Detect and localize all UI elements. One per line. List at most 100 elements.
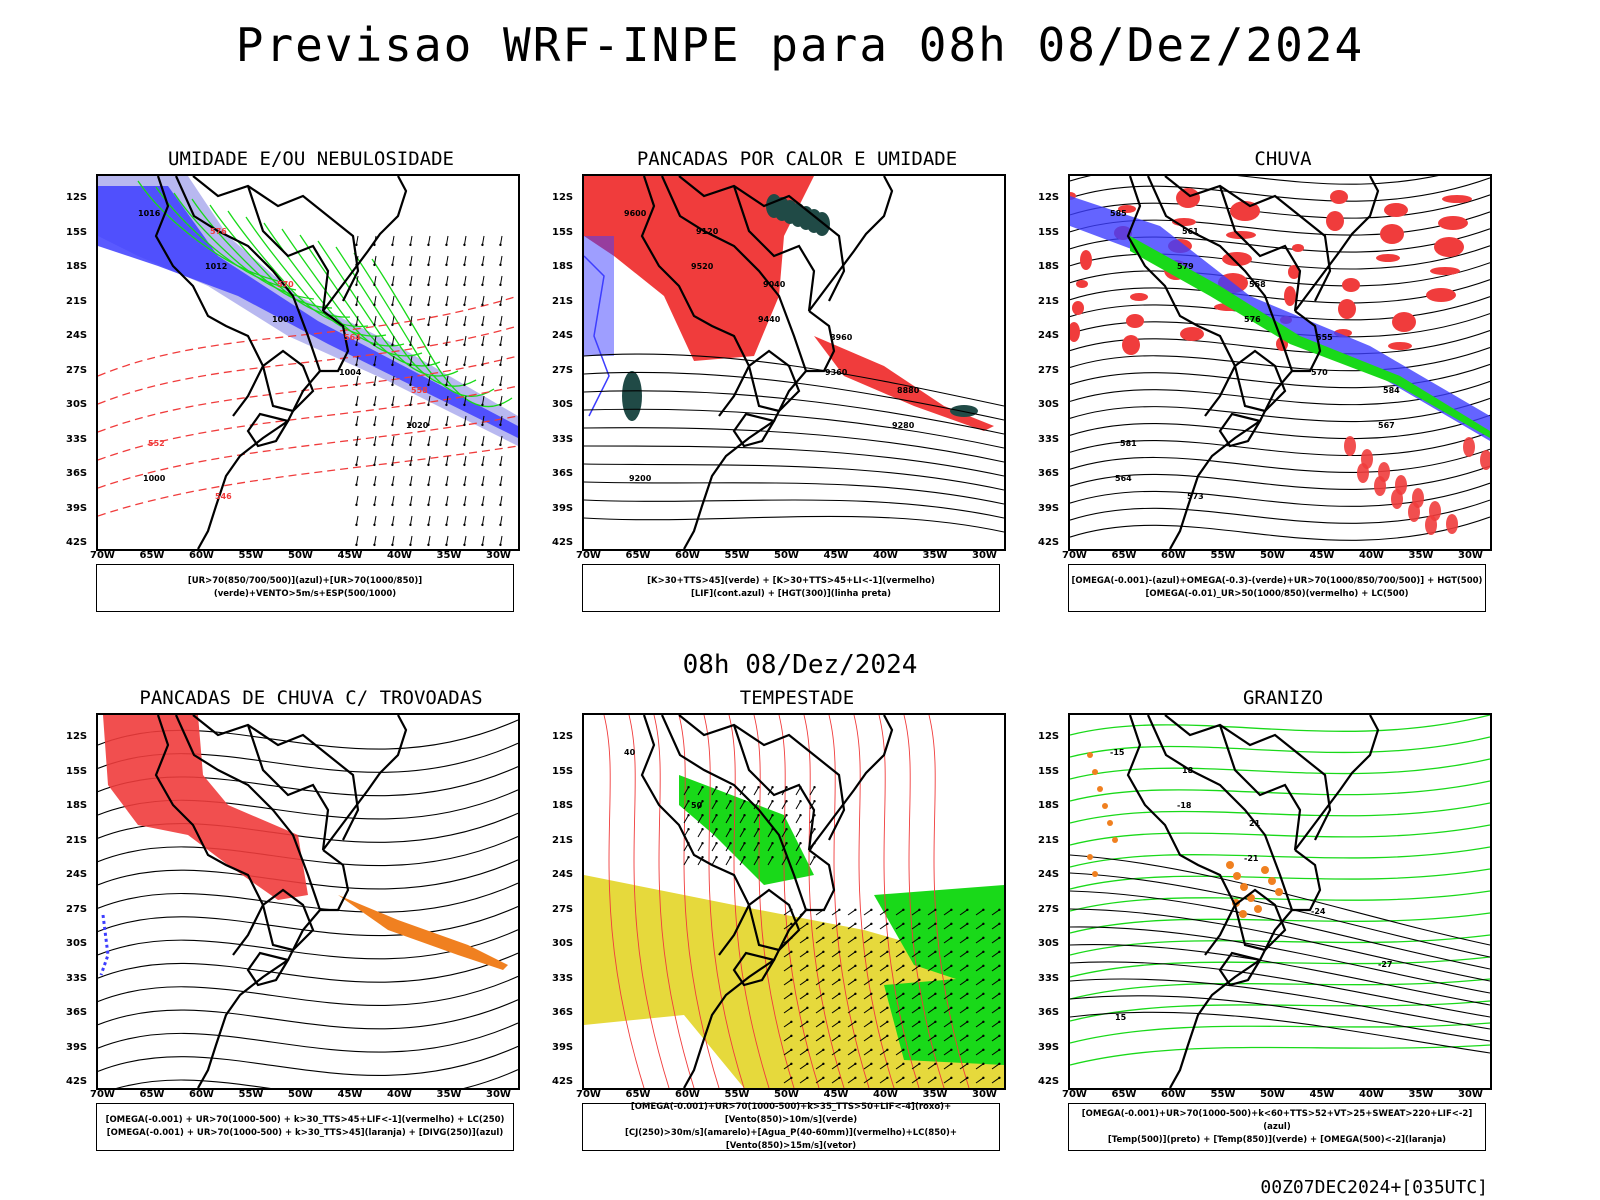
contour-label: 9440: [758, 315, 781, 324]
latitude-label: 24S: [66, 869, 88, 880]
latitude-label: 18S: [66, 800, 88, 811]
contour-label: 576: [210, 227, 227, 236]
longitude-label: 35W: [922, 550, 948, 561]
panel-title: GRANIZO: [1242, 687, 1324, 709]
latitude-label: 15S: [66, 765, 88, 777]
map-graphic: [98, 715, 518, 1088]
longitude-label: 40W: [387, 550, 412, 561]
latitude-label: 36S: [66, 1007, 88, 1018]
latitude-label: 18S: [552, 800, 574, 811]
contour-label: 558: [1249, 280, 1266, 289]
longitude-label: 40W: [387, 1089, 412, 1100]
run-timestamp: 00Z07DEC2024+[035UTC]: [1260, 1177, 1488, 1198]
latitude-label: 39S: [1038, 1041, 1060, 1053]
latitude-label: 18S: [66, 261, 88, 272]
panel-title: CHUVA: [1254, 148, 1312, 170]
longitude-label: 60W: [675, 550, 700, 561]
contour-label: -18: [1177, 801, 1192, 810]
longitude-label: 60W: [675, 1089, 700, 1100]
latitude-label: 30S: [552, 399, 574, 410]
contour-label: 15: [1115, 1013, 1127, 1022]
longitude-label: 40W: [873, 550, 898, 561]
latitude-label: 27S: [552, 903, 574, 915]
latitude-label: 21S: [66, 295, 88, 307]
contour-label: 9120: [696, 227, 719, 236]
latitude-label: 24S: [552, 869, 574, 880]
contour-label: 1004: [339, 368, 362, 377]
panel-legend: [K>30+TTS>45](verde) + [K>30+TTS>45+LI<-…: [582, 564, 1000, 612]
contour-label: 50: [691, 801, 703, 810]
longitude-label: 65W: [1111, 1089, 1137, 1100]
latitude-label: 24S: [66, 330, 88, 341]
page-title: Previsao WRF-INPE para 08h 08/Dez/2024: [235, 18, 1365, 72]
contour-label: 8880: [897, 386, 920, 395]
latitude-label: 42S: [552, 537, 574, 548]
latitude-label: 39S: [552, 502, 574, 514]
legend-line-1: [OMEGA(-0.001)-(azul)+OMEGA(-0.3)-(verde…: [1071, 576, 1483, 586]
longitude-label: 30W: [486, 1089, 511, 1100]
latitude-label: 12S: [552, 731, 574, 742]
panel-legend: [OMEGA(-0.001) + UR>70(1000-500) + k>30_…: [96, 1103, 514, 1151]
latitude-label: 39S: [66, 1041, 88, 1053]
longitude-label: 60W: [1161, 1089, 1186, 1100]
contour-label: 18: [1182, 766, 1194, 775]
contour-label: 564: [344, 333, 361, 342]
longitude-label: 55W: [724, 550, 750, 561]
latitude-label: 42S: [552, 1076, 574, 1087]
panel-legend: [OMEGA(-0.001)+UR>70(1000-500)+k<60+TTS>…: [1068, 1103, 1486, 1151]
longitude-label: 60W: [1161, 550, 1186, 561]
latitude-label: 33S: [66, 433, 88, 445]
longitude-label: 50W: [774, 1089, 799, 1100]
contour-label: 1020: [406, 421, 429, 430]
contour-label: 9040: [763, 280, 786, 289]
contour-label: 585: [1110, 209, 1127, 218]
legend-line-2: [OMEGA(-0.01)_UR>50(1000/850)(vermelho) …: [1145, 589, 1409, 599]
longitude-label: 35W: [1408, 550, 1434, 561]
latitude-label: 30S: [1038, 399, 1060, 410]
longitude-label: 65W: [139, 1089, 165, 1100]
panel-title: TEMPESTADE: [739, 687, 855, 709]
longitude-label: 30W: [1458, 1089, 1483, 1100]
latitude-label: 24S: [552, 330, 574, 341]
longitude-label: 70W: [1062, 1089, 1087, 1100]
latitude-label: 21S: [1038, 295, 1060, 307]
latitude-label: 33S: [1038, 433, 1060, 445]
longitude-label: 30W: [972, 1089, 997, 1100]
longitude-label: 65W: [625, 550, 651, 561]
latitude-label: 18S: [1038, 800, 1060, 811]
latitude-label: 15S: [552, 226, 574, 238]
latitude-label: 39S: [552, 1041, 574, 1053]
latitude-label: 12S: [66, 731, 88, 742]
contour-label: 576: [1244, 315, 1261, 324]
panel-legend: [OMEGA(-0.001)-(azul)+OMEGA(-0.3)-(verde…: [1068, 564, 1486, 612]
contour-label: -15: [1110, 748, 1125, 757]
latitude-label: 27S: [1038, 903, 1060, 915]
contour-label: 564: [1115, 474, 1132, 483]
legend-line-2: [OMEGA(-0.001) + UR>70(1000-500) + k>30_…: [106, 1128, 504, 1138]
contour-label: 552: [148, 439, 165, 448]
latitude-label: 21S: [552, 295, 574, 307]
latitude-label: 27S: [1038, 364, 1060, 376]
contour-label: 1016: [138, 209, 161, 218]
map-graphic: 1016 1012 1008 1004 1020 1000 576 570 564 558 552 5…: [98, 176, 518, 549]
legend-line-2: [Temp(500)](preto) + [Temp(850)](verde) …: [1107, 1134, 1447, 1145]
longitude-label: 55W: [1210, 1089, 1236, 1100]
latitude-label: 42S: [66, 537, 88, 548]
map-graphic: 9600 9520 9440 9360 9280 9200 9120 9040 8960 8880: [584, 176, 1004, 549]
latitude-label: 12S: [1038, 192, 1060, 203]
panel-title: UMIDADE E/OU NEBULOSIDADE: [168, 148, 454, 170]
longitude-label: 45W: [1309, 1089, 1335, 1100]
longitude-label: 35W: [922, 1089, 948, 1100]
latitude-label: 15S: [1038, 226, 1060, 238]
contour-label: 555: [1316, 333, 1333, 342]
contour-label: 9280: [892, 421, 915, 430]
latitude-label: 27S: [66, 364, 88, 376]
latitude-label: 24S: [1038, 869, 1060, 880]
latitude-label: 36S: [66, 468, 88, 479]
contour-label: 581: [1120, 439, 1137, 448]
latitude-label: 24S: [1038, 330, 1060, 341]
latitude-label: 15S: [66, 226, 88, 238]
longitude-label: 45W: [1309, 550, 1335, 561]
latitude-label: 15S: [1038, 765, 1060, 777]
contour-label: 546: [215, 492, 232, 501]
